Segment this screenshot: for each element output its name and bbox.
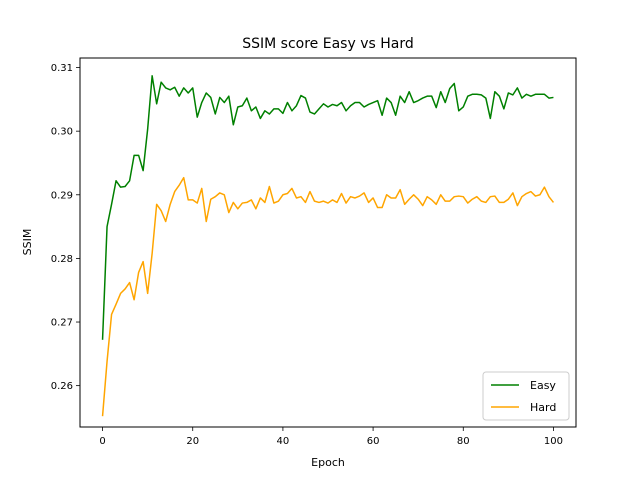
legend-label-hard: Hard [530, 401, 556, 414]
y-tick-label: 0.27 [51, 318, 73, 329]
legend-label-easy: Easy [530, 379, 556, 392]
x-tick-label: 100 [544, 436, 563, 447]
x-tick-label: 60 [367, 436, 380, 447]
chart-title: SSIM score Easy vs Hard [242, 36, 414, 52]
y-tick-label: 0.26 [51, 381, 73, 392]
series-line-easy [101, 75, 554, 340]
y-tick-label: 0.29 [51, 190, 73, 201]
y-tick-label: 0.28 [51, 254, 73, 265]
x-tick-label: 80 [457, 436, 470, 447]
x-tick-label: 20 [186, 436, 199, 447]
y-axis-label: SSIM [21, 229, 34, 256]
y-axis: 0.26 0.27 0.28 0.29 0.30 0.31 [51, 63, 80, 392]
axes-frame [79, 57, 577, 428]
legend-box [482, 371, 570, 421]
y-tick-label: 0.31 [51, 63, 73, 74]
legend: Easy Hard [482, 371, 570, 421]
x-tick-label: 40 [277, 436, 290, 447]
y-tick-label: 0.30 [51, 127, 73, 138]
x-axis-label: Epoch [311, 456, 345, 469]
x-tick-label: 0 [99, 436, 105, 447]
x-axis: 0 20 40 60 80 100 [99, 427, 563, 447]
series-line-hard [101, 176, 555, 417]
plot-area [101, 75, 555, 417]
